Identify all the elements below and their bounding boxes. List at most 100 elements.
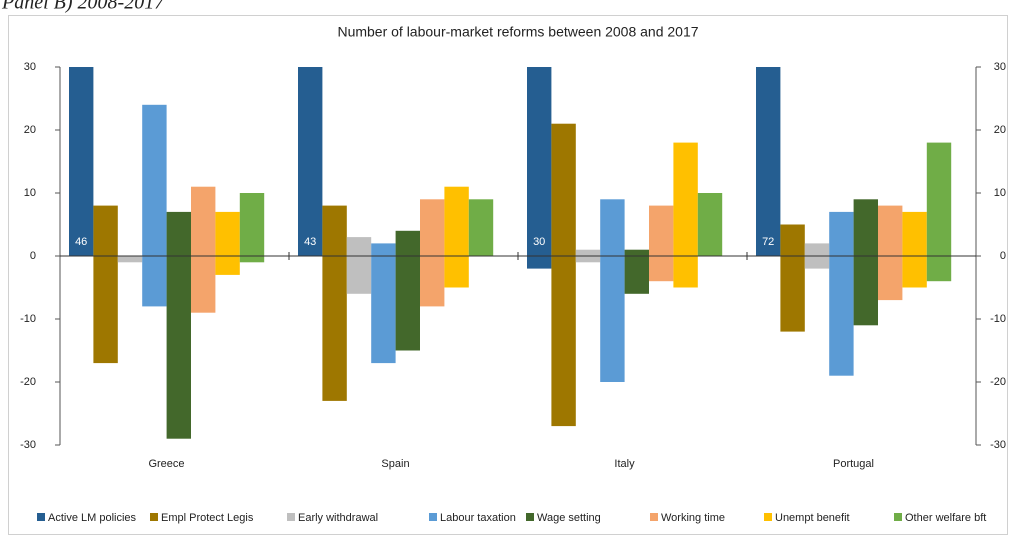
bar-positive (322, 205, 347, 256)
bar-positive (346, 237, 372, 256)
y2-tick-label: 20 (994, 124, 1006, 136)
panel-subtitle: Panel B) 2008-2017 (1, 0, 165, 14)
bar-negative (829, 256, 854, 376)
bar-positive (420, 199, 445, 256)
y-tick-label: 20 (24, 124, 36, 136)
bar-positive (600, 199, 625, 256)
bar-positive (395, 230, 420, 256)
bar-negative (142, 256, 167, 307)
legend-label: Empl Protect Legis (161, 512, 254, 524)
legend-label: Early withdrawal (298, 512, 378, 524)
bar-negative (902, 256, 927, 288)
legend-swatch (287, 513, 295, 521)
bar-positive (371, 243, 396, 256)
y-tick-label: -10 (20, 313, 36, 325)
bar-positive (575, 249, 601, 256)
value-label: 30 (533, 236, 545, 248)
bar-negative (371, 256, 396, 364)
bar-negative (444, 256, 469, 288)
y-tick-label: 10 (24, 187, 36, 199)
bar-positive (93, 205, 118, 256)
bar-positive (756, 67, 781, 256)
x-tick-label: Portugal (833, 458, 874, 470)
bar-positive (697, 193, 723, 256)
legend-label: Working time (661, 512, 725, 524)
legend-swatch (894, 513, 902, 521)
y2-tick-label: 30 (994, 61, 1006, 73)
y2-tick-label: -30 (990, 439, 1006, 451)
y-tick-label: -20 (20, 376, 36, 388)
y-tick-label: 0 (30, 250, 36, 262)
legend-swatch (764, 513, 772, 521)
bar-negative (93, 256, 118, 364)
x-tick-label: Greece (148, 458, 184, 470)
bar-negative (780, 256, 805, 332)
bar-positive (624, 249, 649, 256)
bar-positive (166, 211, 191, 256)
bar-negative (239, 256, 265, 263)
value-label: 72 (762, 236, 774, 248)
bar-negative (191, 256, 216, 313)
legend-label: Active LM policies (48, 512, 137, 524)
bar-negative (804, 256, 830, 269)
x-tick-label: Italy (614, 458, 635, 470)
y2-tick-label: -10 (990, 313, 1006, 325)
bar-positive (878, 205, 903, 256)
bar-positive (239, 193, 265, 256)
bar-positive (649, 205, 674, 256)
bar-positive (191, 186, 216, 256)
bar-positive (829, 211, 854, 256)
bar-negative (878, 256, 903, 301)
bar-negative (117, 256, 143, 263)
value-label: 46 (75, 236, 87, 248)
y2-tick-label: 10 (994, 187, 1006, 199)
bar-positive (444, 186, 469, 256)
legend-swatch (429, 513, 437, 521)
bar-positive (902, 211, 927, 256)
bar-positive (780, 224, 805, 256)
frame (8, 15, 1008, 535)
bar-negative (575, 256, 601, 263)
bar-negative (926, 256, 952, 282)
legend-swatch (150, 513, 158, 521)
bar-negative (322, 256, 347, 401)
bar-positive (215, 211, 240, 256)
legend-swatch (37, 513, 45, 521)
bar-negative (166, 256, 191, 439)
legend-label: Labour taxation (440, 512, 516, 524)
bar-positive (804, 243, 830, 256)
legend-label: Other welfare bft (905, 512, 986, 524)
y-tick-label: -30 (20, 439, 36, 451)
y-tick-label: 30 (24, 61, 36, 73)
bar-negative (600, 256, 625, 382)
chart-title: Number of labour-market reforms between … (337, 24, 698, 40)
x-tick-label: Spain (381, 458, 409, 470)
bar-positive (298, 67, 323, 256)
bar-negative (395, 256, 420, 351)
y2-tick-label: 0 (1000, 250, 1006, 262)
bar-negative (420, 256, 445, 307)
legend-label: Unempt benefit (775, 512, 850, 524)
bar-negative (624, 256, 649, 294)
bar-negative (649, 256, 674, 282)
bar-positive (468, 199, 494, 256)
legend-label: Wage setting (537, 512, 601, 524)
bar-positive (69, 67, 94, 256)
bar-positive (142, 104, 167, 256)
bar-negative (527, 256, 552, 269)
bar-positive (551, 123, 576, 256)
bars (69, 67, 952, 439)
bar-positive (527, 67, 552, 256)
y2-tick-label: -20 (990, 376, 1006, 388)
bar-negative (853, 256, 878, 326)
value-label: 43 (304, 236, 316, 248)
bar-positive (853, 199, 878, 256)
bar-negative (551, 256, 576, 427)
bar-positive (673, 142, 698, 256)
bar-negative (215, 256, 240, 275)
bar-positive (926, 142, 952, 256)
bar-negative (346, 256, 372, 294)
legend-swatch (526, 513, 534, 521)
bar-negative (673, 256, 698, 288)
